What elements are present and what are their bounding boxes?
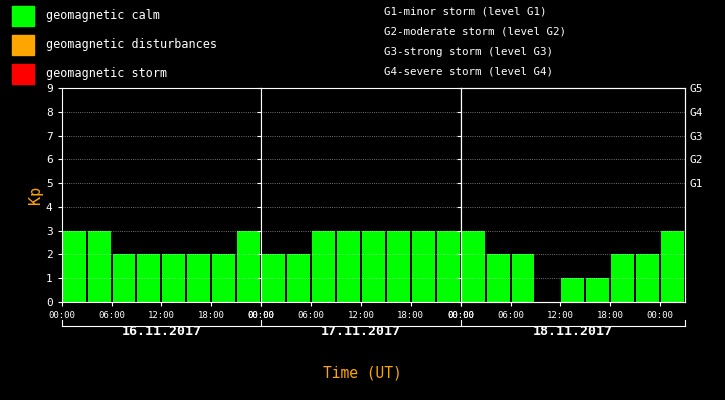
Bar [561,278,584,302]
Text: geomagnetic storm: geomagnetic storm [46,68,167,80]
Text: G2-moderate storm (level G2): G2-moderate storm (level G2) [384,26,566,36]
Bar [138,254,160,302]
Bar [637,254,659,302]
Bar [62,231,86,302]
Bar [12,35,34,54]
Text: G3-strong storm (level G3): G3-strong storm (level G3) [384,47,553,57]
Bar [362,231,385,302]
Bar [162,254,186,302]
Text: geomagnetic calm: geomagnetic calm [46,9,160,22]
Text: G5-extreme storm (level G5): G5-extreme storm (level G5) [384,87,560,97]
Y-axis label: Kp: Kp [28,186,43,204]
Text: G4-severe storm (level G4): G4-severe storm (level G4) [384,67,553,77]
Bar [611,254,634,302]
Bar [512,254,534,302]
Bar [112,254,136,302]
Bar [212,254,235,302]
Text: 17.11.2017: 17.11.2017 [321,325,401,338]
Bar [661,231,684,302]
Bar [12,64,34,84]
Bar [587,278,609,302]
Text: G1-minor storm (level G1): G1-minor storm (level G1) [384,6,547,16]
Text: 16.11.2017: 16.11.2017 [121,325,202,338]
Bar [312,231,335,302]
Bar [387,231,410,302]
Bar [486,254,510,302]
Bar [287,254,310,302]
Bar [88,231,110,302]
Bar [12,6,34,26]
Text: Time (UT): Time (UT) [323,366,402,381]
Bar [337,231,360,302]
Bar [462,231,484,302]
Bar [412,231,435,302]
Bar [187,254,210,302]
Bar [237,231,260,302]
Bar [262,254,285,302]
Text: 18.11.2017: 18.11.2017 [533,325,613,338]
Text: geomagnetic disturbances: geomagnetic disturbances [46,38,217,51]
Bar [436,231,460,302]
